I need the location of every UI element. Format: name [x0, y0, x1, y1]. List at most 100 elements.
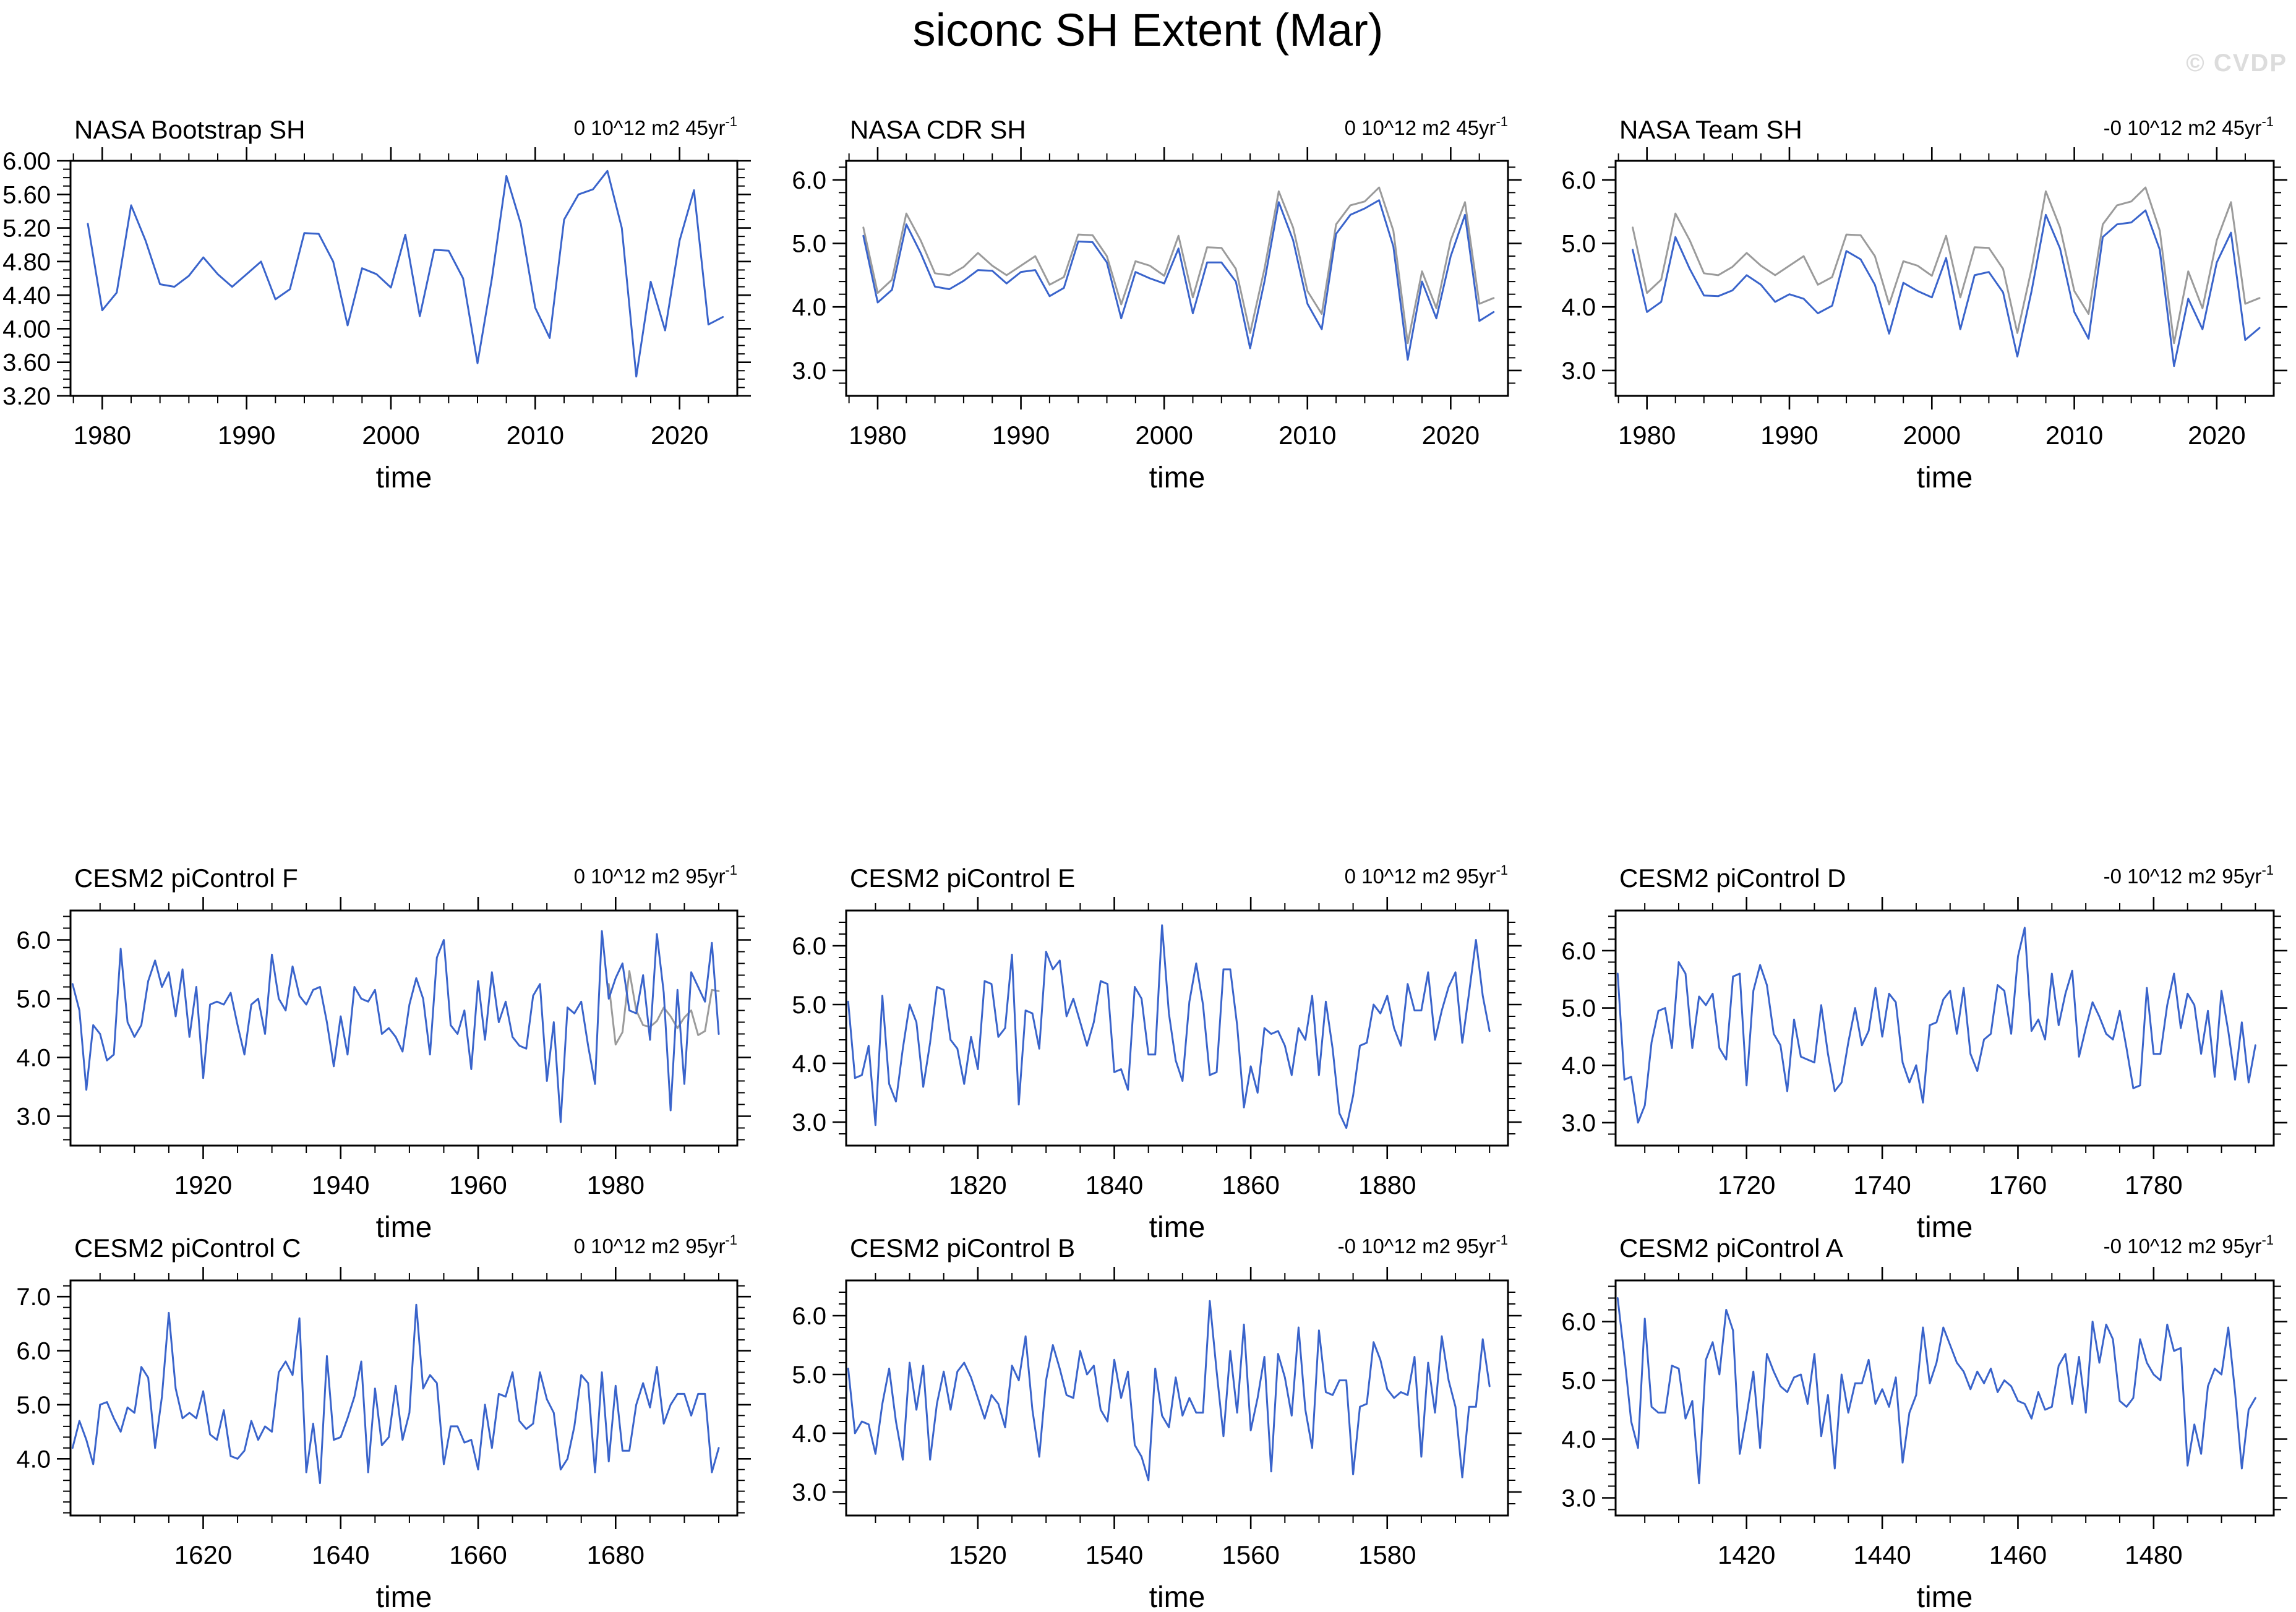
y-tick-label: 5.0: [792, 1361, 826, 1389]
y-tick-label: 3.20: [2, 383, 51, 410]
x-tick-label: 1480: [2125, 1540, 2182, 1569]
series-line-cesm2-picontrol-f: [71, 930, 720, 1123]
panel-title: CESM2 piControl A: [1619, 1233, 1843, 1263]
y-tick-label: 6.0: [16, 1338, 51, 1365]
x-tick-label: 1860: [1222, 1170, 1279, 1199]
x-tick-label: 1940: [312, 1170, 369, 1199]
panel-cesm2-picontrol-b: CESM2 piControl B -0 10^12 m2 95yr-1 1520 1…: [792, 1232, 1522, 1612]
x-tick-label: 1660: [449, 1540, 507, 1569]
y-tick-label: 4.0: [792, 1050, 826, 1078]
y-tick-label: 4.40: [2, 282, 51, 309]
y-tick-label: 3.0: [792, 1479, 826, 1506]
y-tick-label: 5.0: [1561, 995, 1596, 1023]
y-tick-label: 4.0: [1561, 294, 1596, 321]
y-tick-label: 6.0: [792, 933, 826, 960]
x-tick-label: 1520: [949, 1540, 1006, 1569]
page-title: siconc SH Extent (Mar): [912, 4, 1384, 56]
trend-label: 0 10^12 m2 45yr-1: [574, 114, 737, 139]
x-tick-label: 1720: [1718, 1170, 1775, 1199]
x-tick-label: 1760: [1989, 1170, 2047, 1199]
y-tick-label: 5.0: [792, 992, 826, 1019]
y-tick-label: 3.0: [1561, 1110, 1596, 1137]
series-line-reference-gray: [1632, 186, 2261, 345]
y-tick-label: 6.0: [792, 1303, 826, 1330]
y-tick-label: 6.0: [1561, 938, 1596, 965]
y-tick-label: 5.0: [792, 231, 826, 258]
trend-label: -0 10^12 m2 95yr-1: [2104, 1232, 2274, 1258]
plot-box: [845, 909, 1509, 1147]
plot-box: [69, 909, 739, 1147]
x-tick-label: 1640: [312, 1540, 369, 1569]
y-tick-label: 4.0: [792, 1420, 826, 1447]
y-tick-label: 4.0: [1561, 1052, 1596, 1079]
trend-label: -0 10^12 m2 95yr-1: [2104, 862, 2274, 888]
series-line-nasa-cdr: [862, 199, 1495, 361]
panel-cesm2-picontrol-f: CESM2 piControl F 0 10^12 m2 95yr-1 1920 19…: [16, 862, 751, 1244]
x-tick-label: 1960: [449, 1170, 507, 1199]
x-axis-label: time: [1149, 1581, 1206, 1612]
y-tick-label: 3.0: [792, 358, 826, 385]
x-tick-label: 1840: [1086, 1170, 1143, 1199]
x-tick-label: 2010: [1279, 421, 1336, 450]
panel-title: CESM2 piControl D: [1619, 864, 1846, 893]
y-tick-label: 3.0: [16, 1104, 51, 1131]
x-tick-label: 2000: [1903, 421, 1961, 450]
y-tick-label: 3.0: [1561, 358, 1596, 385]
trend-label: 0 10^12 m2 45yr-1: [1345, 114, 1508, 139]
y-tick-label: 6.0: [16, 927, 51, 954]
y-tick-label: 6.0: [1561, 1309, 1596, 1336]
x-tick-label: 2020: [2188, 421, 2245, 450]
x-tick-label: 2010: [2045, 421, 2103, 450]
trend-label: 0 10^12 m2 95yr-1: [1345, 862, 1508, 888]
x-tick-label: 1980: [74, 421, 131, 450]
y-tick-label: 6.00: [2, 148, 51, 175]
panel-title: NASA CDR SH: [850, 115, 1026, 144]
series-line-cesm2-picontrol-d: [1616, 927, 2256, 1124]
y-tick-label: 4.0: [1561, 1426, 1596, 1454]
x-tick-label: 1440: [1853, 1540, 1911, 1569]
y-tick-label: 5.0: [16, 986, 51, 1013]
x-axis-label: time: [376, 461, 432, 494]
x-tick-label: 2020: [651, 421, 708, 450]
panel-cesm2-picontrol-c: CESM2 piControl C 0 10^12 m2 95yr-1 1620 16…: [16, 1232, 751, 1612]
x-tick-label: 1680: [587, 1540, 645, 1569]
x-tick-label: 2000: [1135, 421, 1193, 450]
plot-box: [845, 1279, 1509, 1517]
y-tick-label: 4.0: [16, 1446, 51, 1473]
x-axis-label: time: [376, 1581, 432, 1612]
trend-label: -0 10^12 m2 45yr-1: [2104, 114, 2274, 139]
x-axis-label: time: [1149, 1211, 1206, 1244]
y-tick-label: 5.0: [1561, 231, 1596, 258]
plot-box: [1614, 1279, 2275, 1517]
panel-title: CESM2 piControl F: [74, 864, 298, 893]
x-tick-label: 2010: [507, 421, 564, 450]
y-tick-label: 3.60: [2, 349, 51, 377]
x-tick-label: 1880: [1358, 1170, 1416, 1199]
x-tick-label: 1620: [174, 1540, 232, 1569]
series-line-cesm2-picontrol-b: [847, 1300, 1491, 1481]
x-tick-label: 1580: [1358, 1540, 1416, 1569]
y-tick-label: 5.60: [2, 181, 51, 208]
panel-nasa-cdr-sh: NASA CDR SH 0 10^12 m2 45yr-1 1980 1990 2000…: [792, 114, 1522, 494]
y-tick-label: 3.0: [792, 1109, 826, 1136]
x-axis-label: time: [1917, 1211, 1973, 1244]
x-tick-label: 1980: [849, 421, 906, 450]
y-tick-label: 4.80: [2, 249, 51, 276]
panel-cesm2-picontrol-e: CESM2 piControl E 0 10^12 m2 95yr-1 1820 18…: [792, 862, 1522, 1244]
x-tick-label: 1460: [1989, 1540, 2047, 1569]
series-line-cesm2-picontrol-a: [1616, 1297, 2256, 1485]
plot-box: [1614, 909, 2275, 1147]
y-tick-label: 6.0: [792, 167, 826, 194]
x-tick-label: 1820: [949, 1170, 1006, 1199]
trend-label: -0 10^12 m2 95yr-1: [1338, 1232, 1508, 1258]
trend-label: 0 10^12 m2 95yr-1: [574, 862, 737, 888]
y-tick-label: 6.0: [1561, 167, 1596, 194]
series-line-nasa-team: [1632, 209, 2261, 367]
series-line-nasa-bootstrap: [87, 169, 724, 378]
panel-title: CESM2 piControl C: [74, 1233, 301, 1263]
series-line-cesm2-picontrol-c: [71, 1303, 720, 1485]
x-tick-label: 1560: [1222, 1540, 1279, 1569]
y-tick-label: 5.20: [2, 215, 51, 242]
